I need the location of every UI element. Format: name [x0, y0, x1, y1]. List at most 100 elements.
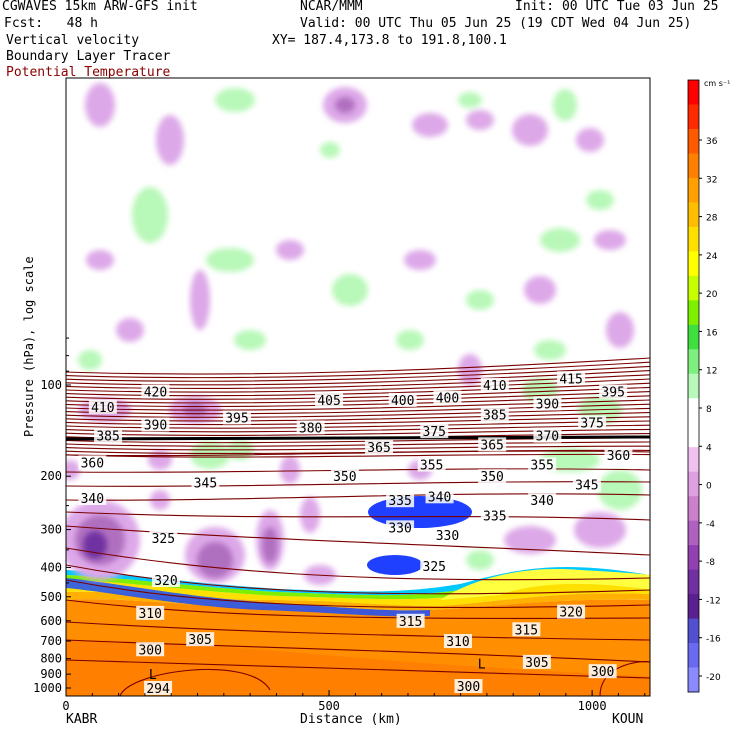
- theta-contour: [66, 493, 650, 501]
- theta-contour: [66, 399, 650, 411]
- theta-label: 370: [536, 430, 559, 445]
- theta-label: 400: [391, 394, 414, 409]
- theta-contour: [66, 403, 650, 415]
- theta-label: 315: [515, 623, 538, 638]
- theta-label: 355: [420, 459, 443, 474]
- x-tick-label: 1000: [578, 699, 607, 713]
- colorbar-label: 4: [706, 443, 712, 453]
- theta-contour: [66, 441, 650, 447]
- theta-contour: [66, 386, 650, 400]
- w-patch: [190, 270, 210, 330]
- theta-label: 340: [81, 492, 104, 507]
- forecast-hour: Fcst: 48 h: [4, 16, 98, 31]
- colorbar-frame: [687, 79, 700, 693]
- w-patch: [553, 89, 577, 121]
- w-patch: [504, 526, 556, 554]
- colorbar-swatch: [688, 128, 699, 154]
- colorbar-swatch: [688, 202, 699, 228]
- colorbar-swatch: [688, 667, 699, 693]
- x-tick-label: 500: [318, 699, 340, 713]
- w-patch: [335, 97, 355, 113]
- theta-contour: [66, 391, 650, 404]
- w-patch: [156, 115, 184, 165]
- theta-label: 390: [144, 418, 167, 433]
- y-tick-label: 900: [40, 667, 62, 681]
- theta-label: 315: [399, 615, 422, 630]
- colorbar-label: 36: [706, 137, 718, 147]
- w-patch: [206, 248, 254, 272]
- colorbar-swatch: [688, 398, 699, 424]
- w-patch: [466, 110, 494, 130]
- colorbar-label: 8: [706, 405, 712, 415]
- boundary-layer-yellow: [66, 579, 650, 606]
- theta-label: 365: [367, 441, 390, 456]
- theta-label: 410: [91, 401, 114, 416]
- colorbar-label: -8: [706, 558, 715, 568]
- colorbar-swatch: [688, 104, 699, 130]
- w-patch: [586, 190, 614, 210]
- theta-label: 385: [96, 430, 119, 445]
- org-label: NCAR/MMM: [300, 0, 363, 14]
- colorbar-label: 16: [706, 328, 718, 338]
- theta-contour: [66, 365, 650, 382]
- theta-label: 335: [483, 510, 506, 525]
- y-tick-label: 500: [40, 590, 62, 604]
- blue-blob-lower: [367, 555, 423, 575]
- theta-label: 350: [333, 470, 356, 485]
- valid-time: Valid: 00 UTC Thu 05 Jun 25 (19 CDT Wed …: [300, 16, 692, 31]
- field-boundary-layer-tracer: Boundary Layer Tracer: [6, 49, 171, 64]
- y-tick-label: 800: [40, 652, 62, 666]
- theta-label: 420: [144, 385, 167, 400]
- w-patch: [534, 340, 566, 360]
- theta-label: 330: [436, 529, 459, 544]
- field-potential-temperature: Potential Temperature: [6, 65, 171, 80]
- theta-label: 300: [591, 665, 614, 680]
- field-vertical-velocity: Vertical velocity: [6, 33, 140, 48]
- theta-contour: [66, 450, 650, 457]
- theta-contour: [66, 445, 650, 451]
- low-marker: L: [149, 668, 157, 683]
- colorbar-label: 32: [706, 175, 717, 185]
- y-tick-label: 100: [40, 378, 62, 392]
- theta-label: 300: [457, 680, 480, 695]
- colorbar-label: 28: [706, 214, 718, 224]
- colorbar-label: 0: [706, 482, 712, 492]
- theta-label: 410: [483, 379, 506, 394]
- w-patch: [83, 531, 107, 559]
- colorbar-swatch: [688, 349, 699, 375]
- theta-label: 310: [446, 635, 469, 650]
- theta-contour: [66, 453, 650, 458]
- theta-contour-low: [599, 661, 650, 696]
- theta-label: 330: [388, 521, 411, 536]
- theta-label: 360: [607, 449, 630, 464]
- colorbar-label: -4: [706, 520, 715, 530]
- colorbar-swatch: [688, 300, 699, 326]
- theta-contour: [66, 395, 650, 408]
- theta-label: 340: [530, 494, 553, 509]
- colorbar-swatch: [688, 324, 699, 350]
- model-title: CGWAVES 15km ARW-GFS init: [2, 0, 198, 14]
- w-patch: [540, 228, 580, 252]
- colorbar-swatch: [688, 422, 699, 448]
- theta-label: 400: [436, 392, 459, 407]
- y-axis-title: Pressure (hPa), log scale: [22, 256, 36, 437]
- colorbar-swatch: [688, 618, 699, 644]
- colorbar-swatch: [688, 545, 699, 571]
- theta-label: 390: [536, 397, 559, 412]
- y-tick-label: 200: [40, 469, 62, 483]
- theta-label: 365: [480, 438, 503, 453]
- theta-contour: [66, 621, 650, 641]
- tropopause-line: [66, 435, 650, 441]
- y-tick-label: 600: [40, 614, 62, 628]
- w-patch: [234, 330, 266, 350]
- theta-label: 380: [299, 421, 322, 436]
- theta-label: 375: [423, 425, 446, 440]
- w-patch: [276, 240, 304, 260]
- low-marker: L: [478, 657, 486, 672]
- w-patch: [574, 512, 626, 548]
- y-tick-label: 1000: [33, 681, 62, 695]
- w-patch: [466, 290, 494, 310]
- theta-contour: [66, 481, 650, 487]
- colorbar-label: -16: [706, 635, 721, 645]
